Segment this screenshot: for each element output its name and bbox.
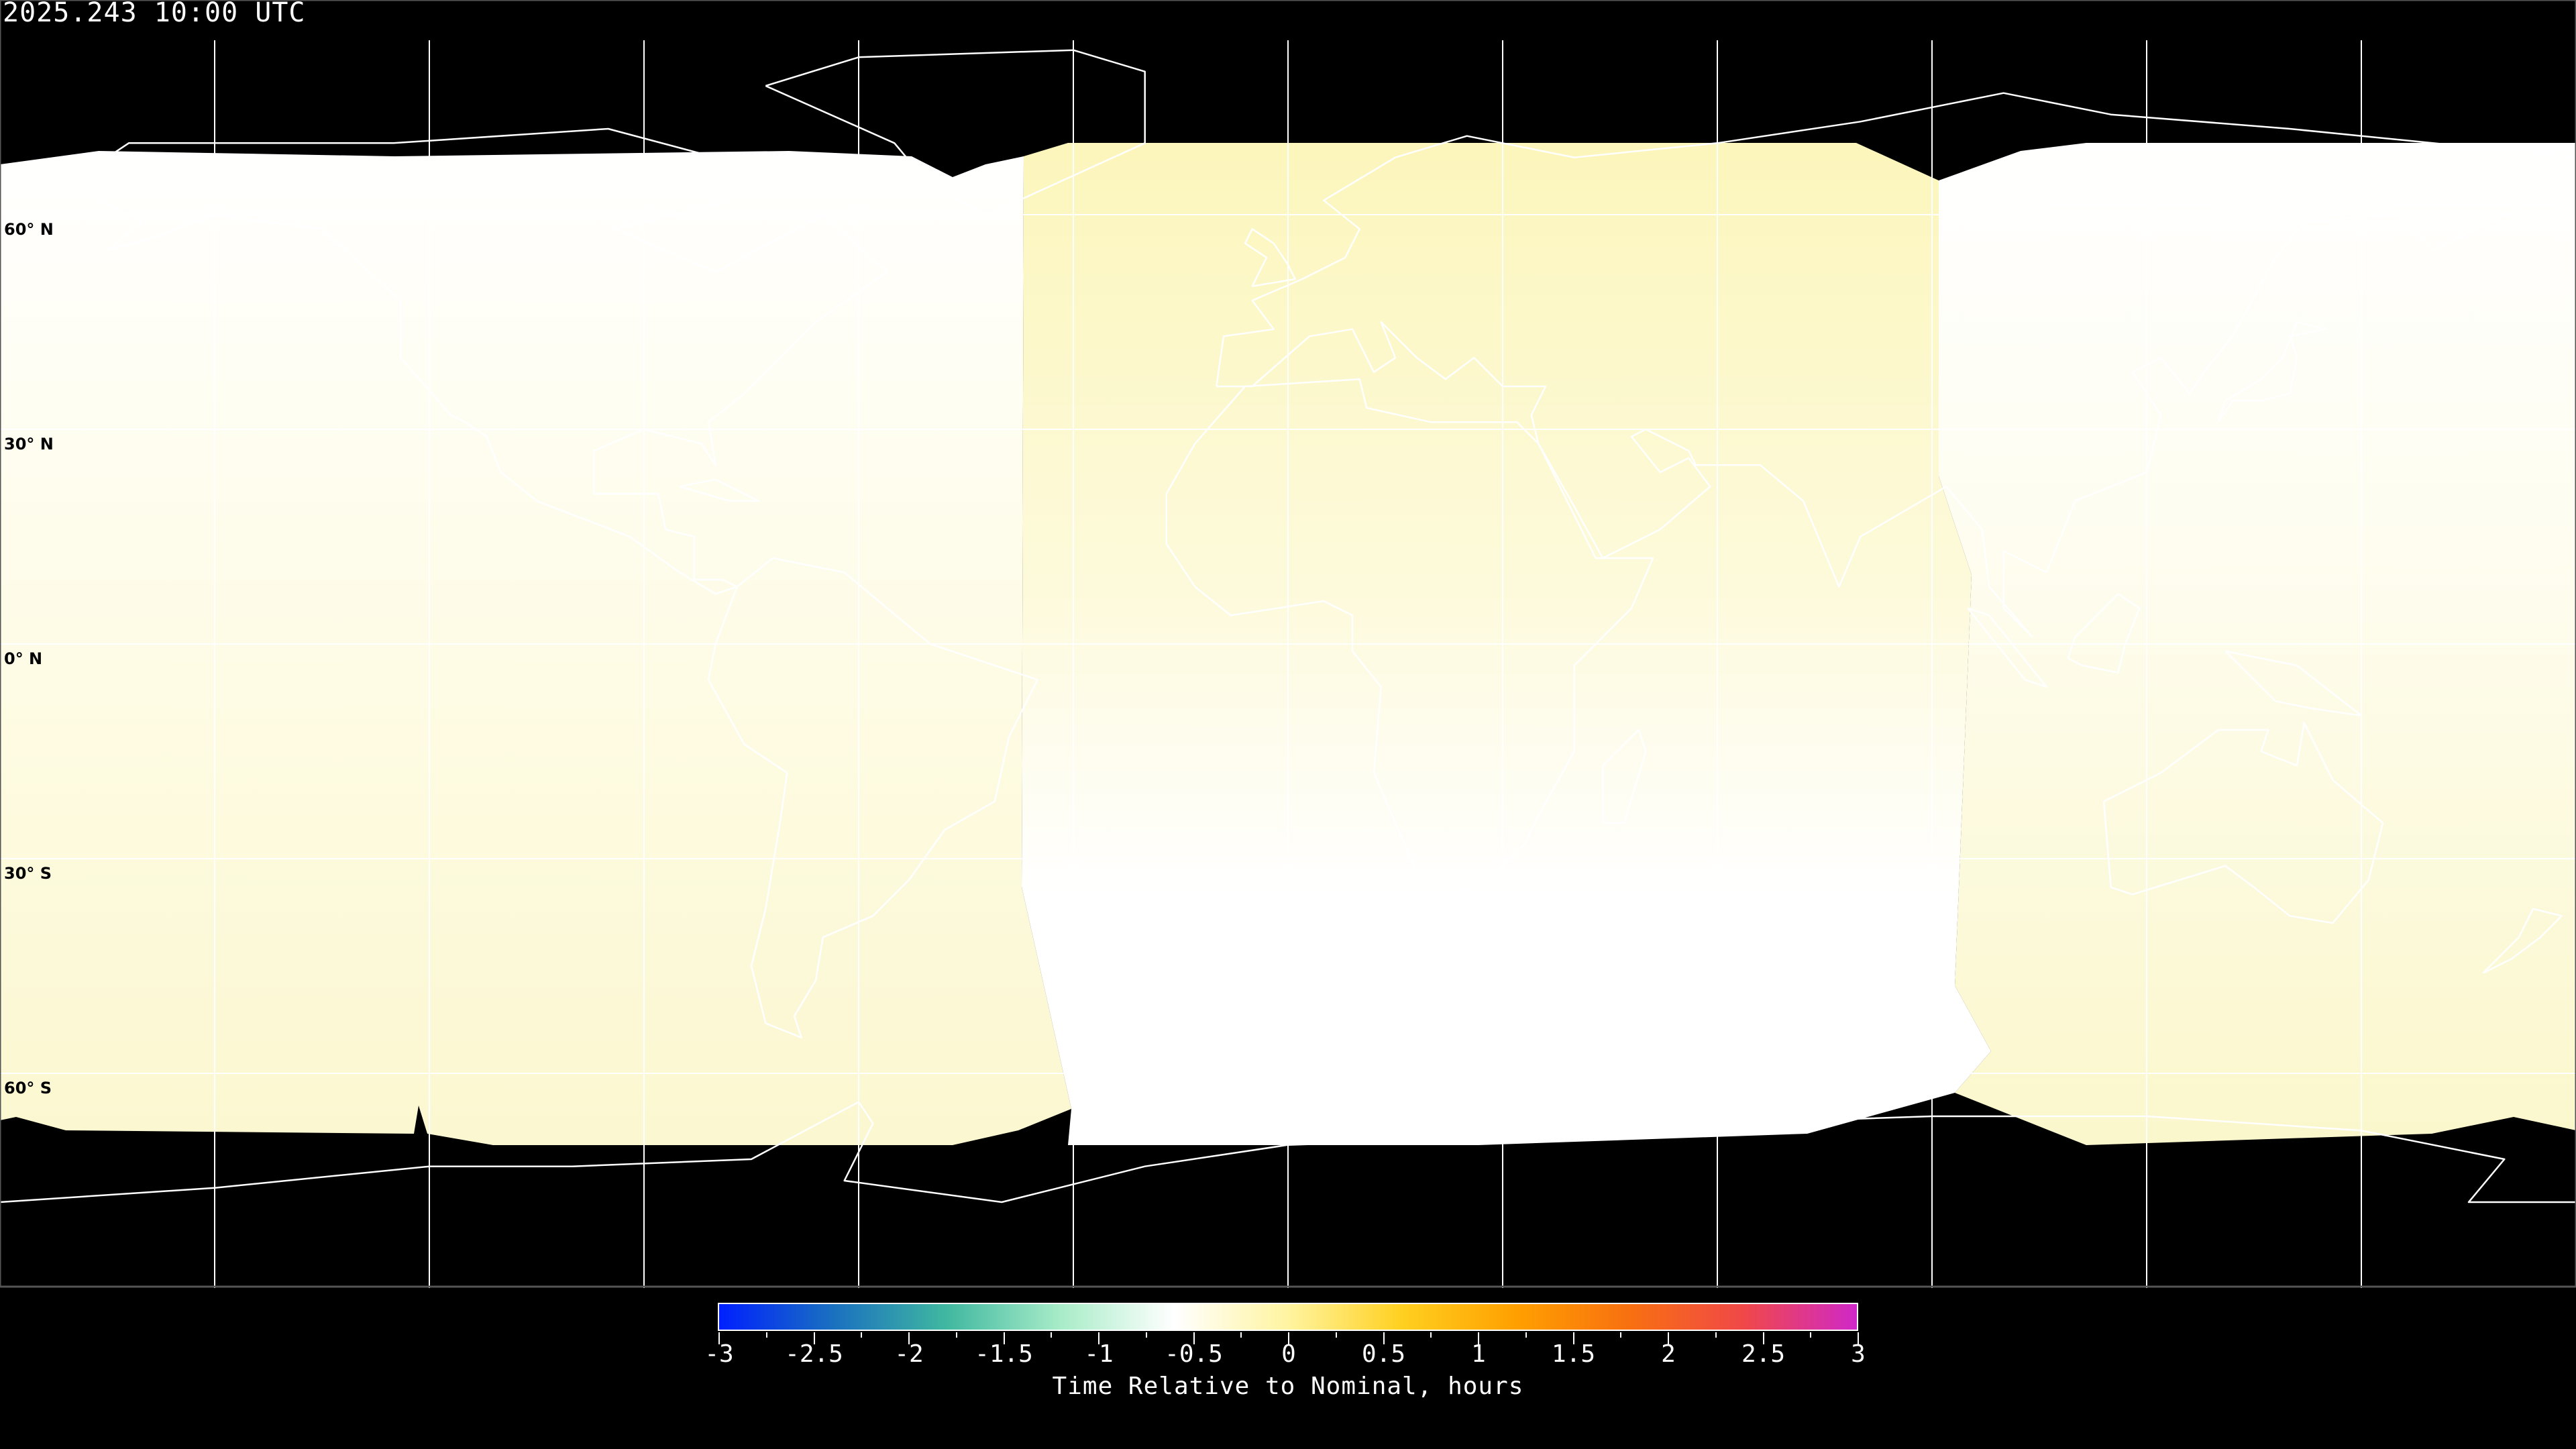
coastlines-dark-area <box>0 40 2576 1288</box>
coastline-great-britain <box>1244 228 1296 287</box>
colorbar-tick <box>1858 1332 1859 1344</box>
latitude-label: 30° N <box>4 435 54 453</box>
coastline-japan <box>2217 321 2326 423</box>
coastline-new-guinea <box>2224 650 2363 716</box>
coastline-new-zealand <box>2482 908 2563 974</box>
colorbar-tick <box>1668 1332 1669 1344</box>
colorbar-tick-label: 0 <box>1281 1340 1296 1368</box>
colorbar-tick <box>1525 1332 1527 1338</box>
colorbar-tick <box>1003 1332 1005 1344</box>
colorbar-label: Time Relative to Nominal, hours <box>1052 1373 1524 1400</box>
colorbar-tick-label: 1 <box>1471 1340 1486 1368</box>
colorbar-tick <box>908 1332 910 1344</box>
colorbar-tick <box>1145 1332 1147 1338</box>
colorbar-tick <box>1383 1332 1385 1344</box>
timestamp-title: 2025.243 10:00 UTC <box>3 0 306 28</box>
colorbar <box>718 1303 1858 1331</box>
colorbar-tick <box>1240 1332 1242 1338</box>
coastline-greenland <box>765 49 1146 216</box>
colorbar-tick <box>861 1332 863 1338</box>
coastline-eurasia <box>1216 92 2576 638</box>
coastline-cuba <box>679 478 759 502</box>
latitude-label: 0° N <box>4 649 43 668</box>
coastline-africa <box>1165 378 1654 896</box>
coastline-antarctica <box>0 1101 2576 1245</box>
colorbar-tick <box>1193 1332 1195 1344</box>
colorbar-tick <box>1762 1332 1764 1344</box>
colorbar-tick-label: -1 <box>1084 1340 1114 1368</box>
coastline-borneo <box>2067 593 2141 674</box>
colorbar-tick <box>1810 1332 1812 1338</box>
colorbar-tick <box>1715 1332 1717 1338</box>
colorbar-tick <box>1430 1332 1432 1338</box>
coastline-north-america <box>85 127 888 595</box>
colorbar-tick <box>765 1332 767 1338</box>
colorbar-tick <box>1572 1332 1574 1344</box>
colorbar-tick-label: 2.5 <box>1741 1340 1786 1368</box>
colorbar-tick-label: -3 <box>704 1340 734 1368</box>
colorbar-tick-label: -1.5 <box>975 1340 1033 1368</box>
coverage-region-west <box>0 151 1071 1145</box>
coastline-australia <box>2102 722 2384 924</box>
colorbar-tick-label: 0.5 <box>1361 1340 1406 1368</box>
colorbar-tick <box>1288 1332 1289 1344</box>
world-map <box>0 0 2576 1288</box>
coastline-madagascar <box>1602 729 1647 824</box>
colorbar-tick-label: 3 <box>1851 1340 1866 1368</box>
colorbar-tick <box>718 1332 720 1344</box>
coastline-south-america <box>707 557 1038 1038</box>
colorbar-tick-label: -2 <box>894 1340 924 1368</box>
coastline-sumatra <box>1967 607 2047 688</box>
colorbar-tick <box>813 1332 815 1344</box>
colorbar-tick <box>1478 1332 1479 1344</box>
colorbar-tick <box>1098 1332 1099 1344</box>
colorbar-tick <box>1335 1332 1337 1338</box>
map-border <box>0 0 2576 1288</box>
latitude-label: 60° S <box>4 1079 52 1097</box>
colorbar-tick-label: 1.5 <box>1551 1340 1596 1368</box>
colorbar-tick <box>1051 1332 1053 1338</box>
colorbar-tick <box>1620 1332 1622 1338</box>
latitude-label: 60° N <box>4 220 54 239</box>
colorbar-tick <box>955 1332 957 1338</box>
colorbar-tick-label: -0.5 <box>1165 1340 1223 1368</box>
colorbar-tick-label: -2.5 <box>785 1340 843 1368</box>
colorbar-tick-label: 2 <box>1661 1340 1676 1368</box>
latitude-label: 30° S <box>4 864 52 883</box>
